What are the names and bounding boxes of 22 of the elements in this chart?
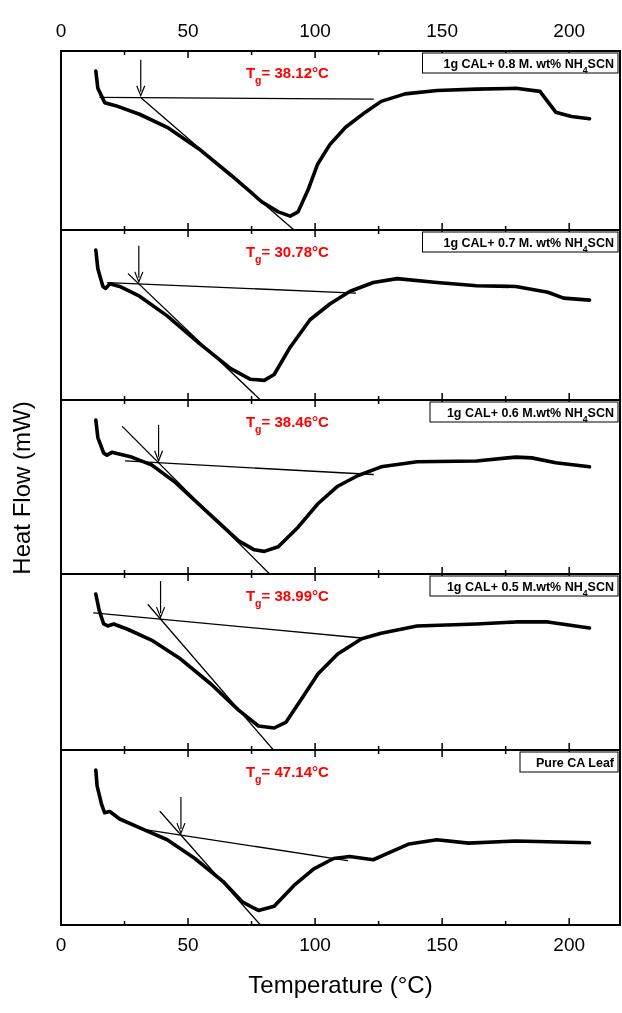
annotation: T$_{g}$= 38.99°C — [245, 587, 330, 609]
annotation: T$_{g}$= 47.14°C — [245, 763, 330, 785]
annotation: T$_{g}$= 38.12°C — [245, 64, 330, 86]
x-tick-label: 0 — [55, 934, 67, 955]
x2-tick-label: 0 — [55, 20, 67, 41]
annotation: T$_{g}$= 30.78°C — [245, 243, 330, 265]
x2-tick-label: 50 — [177, 20, 199, 41]
chart-title: Pure CA Leaf — [535, 756, 615, 770]
chart-title: 1g CAL+ 0.5 M.wt% NH$_{4}$SCN — [446, 580, 614, 598]
chart-title: 1g CAL+ 0.6 M.wt% NH$_{4}$SCN — [446, 406, 614, 424]
chart-title: 1g CAL+ 0.7 M. wt% NH$_{4}$SCN — [443, 236, 614, 254]
y-axis-title: Heat Flow (mW) — [8, 401, 35, 575]
x-tick-label: 150 — [426, 934, 458, 955]
x2-tick-label: 150 — [426, 20, 458, 41]
x-tick-label: 50 — [177, 934, 199, 955]
x2-tick-label: 100 — [299, 20, 331, 41]
x-axis-title: Temperature (°C) — [248, 971, 433, 998]
x-tick-label: 100 — [299, 934, 331, 955]
chart-title: 1g CAL+ 0.8 M. wt% NH$_{4}$SCN — [443, 57, 614, 75]
annotation: T$_{g}$= 38.46°C — [245, 413, 330, 435]
x-tick-label: 200 — [553, 934, 586, 955]
x2-tick-label: 200 — [553, 20, 586, 41]
